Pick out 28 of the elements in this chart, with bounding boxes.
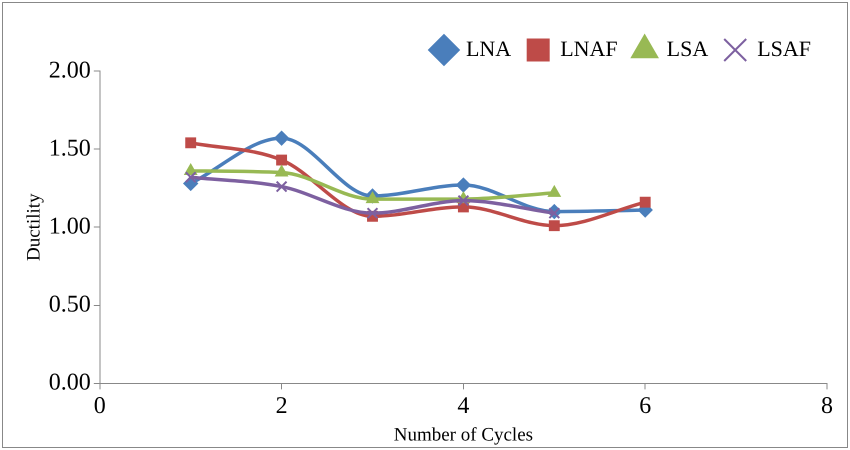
point <box>457 194 470 207</box>
point <box>184 171 197 184</box>
point <box>274 130 290 146</box>
x-tick-label: 8 <box>821 393 833 420</box>
point <box>366 207 378 220</box>
point <box>276 180 288 193</box>
point <box>185 137 196 148</box>
y-tick-label: 0.00 <box>48 370 91 396</box>
legend-label: LSA <box>666 36 708 61</box>
point <box>275 165 288 177</box>
legend-label: LSAF <box>757 36 811 61</box>
y-tick-label: 1.50 <box>48 135 91 162</box>
x-tick-label: 4 <box>457 393 470 420</box>
legend-label: LNAF <box>560 36 618 61</box>
y-tick-label: 1.00 <box>48 213 91 240</box>
y-tick-label: 0.50 <box>48 292 91 318</box>
point <box>640 196 651 208</box>
x-tick-label: 0 <box>94 393 106 420</box>
y-tick-label: 2.00 <box>48 57 91 84</box>
point <box>548 220 560 232</box>
legend-label: LNA <box>466 36 512 61</box>
x-tick-label: 2 <box>276 393 288 420</box>
point <box>456 178 471 193</box>
x-tick-label: 6 <box>639 393 652 420</box>
y-axis-title: Ductility <box>23 192 44 261</box>
point <box>276 154 288 166</box>
point <box>548 207 560 220</box>
x-axis-title: Number of Cycles <box>394 424 534 446</box>
